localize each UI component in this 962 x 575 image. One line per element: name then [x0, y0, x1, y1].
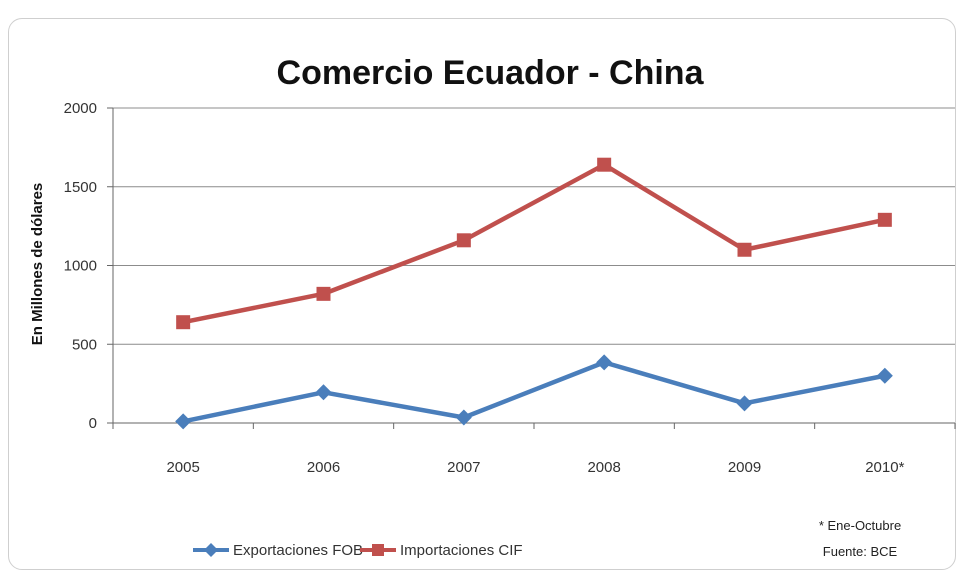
grid	[113, 107, 955, 345]
legend-label-importaciones: Importaciones CIF	[400, 542, 523, 559]
x-tick-label: 2006	[307, 459, 340, 476]
legend-marker-importaciones	[372, 544, 384, 556]
data-point-exportaciones	[736, 395, 753, 412]
series-line-importaciones	[182, 162, 886, 325]
y-axis-ticks: 0 500 1000 1500 2000	[64, 100, 97, 432]
y-tick-label: 2000	[64, 100, 97, 117]
data-point-importaciones	[316, 286, 331, 301]
x-tick-label: 2005	[166, 459, 199, 476]
legend-label-exportaciones: Exportaciones FOB	[233, 542, 363, 559]
series-group	[175, 157, 893, 430]
y-tick-label: 500	[72, 336, 97, 353]
data-point-importaciones	[737, 242, 752, 257]
legend-marker-exportaciones	[204, 543, 218, 557]
x-tick-label: 2007	[447, 459, 480, 476]
data-point-exportaciones	[876, 367, 893, 384]
note-period: * Ene-Octubre	[819, 518, 901, 533]
x-tick-label: 2009	[728, 459, 761, 476]
y-tick-label: 1000	[64, 258, 97, 275]
data-point-importaciones	[456, 233, 471, 248]
y-tick-label: 0	[89, 415, 97, 432]
axes	[107, 107, 956, 429]
note-source: Fuente: BCE	[823, 544, 898, 559]
legend: Exportaciones FOB Importaciones CIF	[193, 542, 523, 559]
y-tick-label: 1500	[64, 179, 97, 196]
x-tick-label: 2010*	[865, 459, 904, 476]
data-point-exportaciones	[315, 384, 332, 401]
data-point-exportaciones	[175, 413, 192, 430]
x-axis-ticks: 2005 2006 2007 2008 2009 2010*	[166, 459, 904, 476]
data-point-exportaciones	[596, 354, 613, 371]
data-point-importaciones	[176, 315, 191, 330]
chart-title: Comercio Ecuador - China	[277, 54, 705, 92]
data-point-importaciones	[597, 157, 612, 172]
chart-frame	[8, 18, 956, 570]
data-point-importaciones	[877, 212, 892, 227]
series-line-exportaciones	[182, 360, 886, 424]
y-axis-label: En Millones de dólares	[29, 183, 46, 346]
data-point-exportaciones	[455, 409, 472, 426]
x-tick-label: 2008	[587, 459, 620, 476]
